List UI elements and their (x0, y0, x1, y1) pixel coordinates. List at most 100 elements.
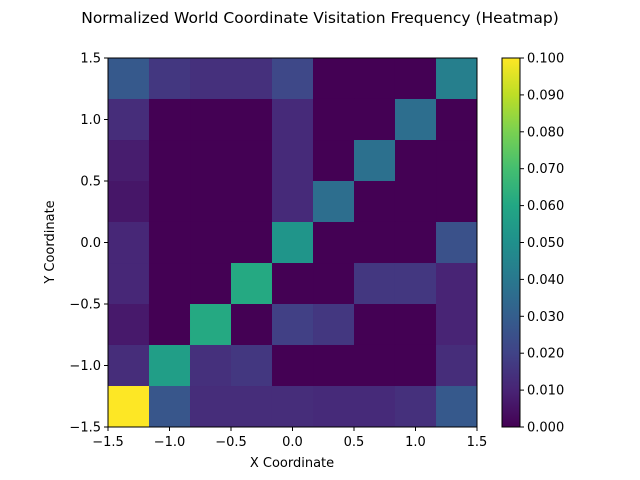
y-tick-label: 1.0 (80, 113, 101, 128)
heatmap-cell (354, 386, 396, 428)
heatmap-cell (436, 98, 478, 141)
heatmap-cell (394, 344, 437, 387)
heatmap-cell (271, 304, 314, 346)
heatmap-cell (394, 386, 437, 428)
chart-title: Normalized World Coordinate Visitation F… (81, 9, 559, 27)
heatmap-cell (394, 98, 437, 141)
heatmap-cell (108, 221, 150, 264)
heatmap-cell (354, 58, 396, 100)
heatmap-cell (313, 304, 355, 346)
heatmap-cell (190, 221, 232, 264)
colorbar-tick-label: 0.040 (527, 273, 564, 288)
heatmap-cell (190, 263, 232, 305)
colorbar-tick-label: 0.020 (527, 347, 564, 362)
heatmap-cell (148, 221, 191, 264)
y-tick-label: 1.5 (80, 52, 101, 67)
heatmap-cell (394, 58, 437, 100)
heatmap-cell (436, 140, 478, 182)
heatmap-cell (231, 140, 273, 182)
x-tick-label: 0.5 (344, 435, 365, 450)
heatmap-cell (108, 304, 150, 346)
heatmap-cell (354, 263, 396, 305)
heatmap-cell (271, 98, 314, 141)
heatmap-cell (190, 344, 232, 387)
heatmap-cell (271, 221, 314, 264)
heatmap-cell (354, 98, 396, 141)
heatmap-cell (108, 181, 150, 223)
heatmap-cell (313, 221, 355, 264)
heatmap-cell (354, 304, 396, 346)
y-tick-label: 0.0 (80, 236, 101, 251)
y-tick-label: −1.0 (69, 359, 101, 374)
x-tick-label: −1.0 (154, 435, 186, 450)
heatmap-cell (436, 263, 478, 305)
heatmap-cell (190, 98, 232, 141)
heatmap-cell (190, 386, 232, 428)
heatmap-cell (231, 263, 273, 305)
heatmap-cell (313, 58, 355, 100)
x-axis-ticks: −1.5 −1.0 −0.5 0.0 0.5 1.0 1.5 (92, 427, 487, 450)
heatmap-cell (394, 221, 437, 264)
colorbar-tick-label: 0.000 (527, 421, 564, 436)
heatmap-cell (108, 263, 150, 305)
colorbar: 0.100 0.090 0.080 0.070 0.060 0.050 0.040 0.030… (501, 52, 564, 436)
heatmap-cell (436, 386, 478, 428)
heatmap-cell (394, 263, 437, 305)
heatmap-cell (436, 304, 478, 346)
heatmap-cell (231, 58, 273, 100)
heatmap-cell (148, 386, 191, 428)
colorbar-tick-label: 0.100 (527, 52, 564, 67)
heatmap-cell (436, 344, 478, 387)
colorbar-tick-label: 0.010 (527, 384, 564, 399)
y-axis-ticks: 1.5 1.0 0.5 0.0 −0.5 −1.0 −1.5 (69, 52, 108, 436)
x-axis-label: X Coordinate (250, 456, 334, 471)
heatmap-cell (271, 386, 314, 428)
heatmap-cell (231, 386, 273, 428)
heatmap-cell (271, 263, 314, 305)
colorbar-tick-label: 0.060 (527, 199, 564, 214)
colorbar-tick-label: 0.080 (527, 125, 564, 140)
colorbar-ticks: 0.100 0.090 0.080 0.070 0.060 0.050 0.040 0.030… (520, 52, 564, 436)
x-tick-label: −1.5 (92, 435, 124, 450)
heatmap-cell (436, 221, 478, 264)
heatmap-cell (231, 304, 273, 346)
heatmap-cell (354, 344, 396, 387)
heatmap-cell (271, 344, 314, 387)
y-axis-label: Y Coordinate (43, 200, 58, 284)
heatmap-cell (271, 181, 314, 223)
heatmap-cell (231, 98, 273, 141)
heatmap-cell (108, 344, 150, 387)
colorbar-gradient (502, 58, 520, 427)
colorbar-tick-label: 0.090 (527, 88, 564, 103)
heatmap-cell (271, 58, 314, 100)
heatmap-cell (148, 263, 191, 305)
heatmap-cell (436, 181, 478, 223)
heatmap-cell (190, 181, 232, 223)
heatmap-cell (436, 58, 478, 100)
heatmap-cell (394, 181, 437, 223)
heatmap-cell (108, 58, 150, 100)
x-tick-label: 1.0 (405, 435, 426, 450)
heatmap-cell (394, 140, 437, 182)
heatmap-cell (148, 98, 191, 141)
heatmap-cell (148, 140, 191, 182)
y-tick-label: −0.5 (69, 298, 101, 313)
heatmap-cell (313, 98, 355, 141)
colorbar-tick-label: 0.050 (527, 236, 564, 251)
heatmap-cells (108, 58, 478, 428)
x-tick-label: 0.0 (282, 435, 303, 450)
y-tick-label: −1.5 (69, 421, 101, 436)
heatmap-cell (231, 344, 273, 387)
heatmap-cell (313, 140, 355, 182)
heatmap-cell (354, 221, 396, 264)
heatmap-cell (313, 344, 355, 387)
heatmap-cell (190, 304, 232, 346)
heatmap-cell (108, 386, 150, 428)
heatmap-cell (148, 344, 191, 387)
heatmap-cell (148, 304, 191, 346)
heatmap-cell (354, 140, 396, 182)
heatmap-cell (108, 98, 150, 141)
colorbar-tick-label: 0.070 (527, 162, 564, 177)
x-tick-label: 1.5 (467, 435, 488, 450)
